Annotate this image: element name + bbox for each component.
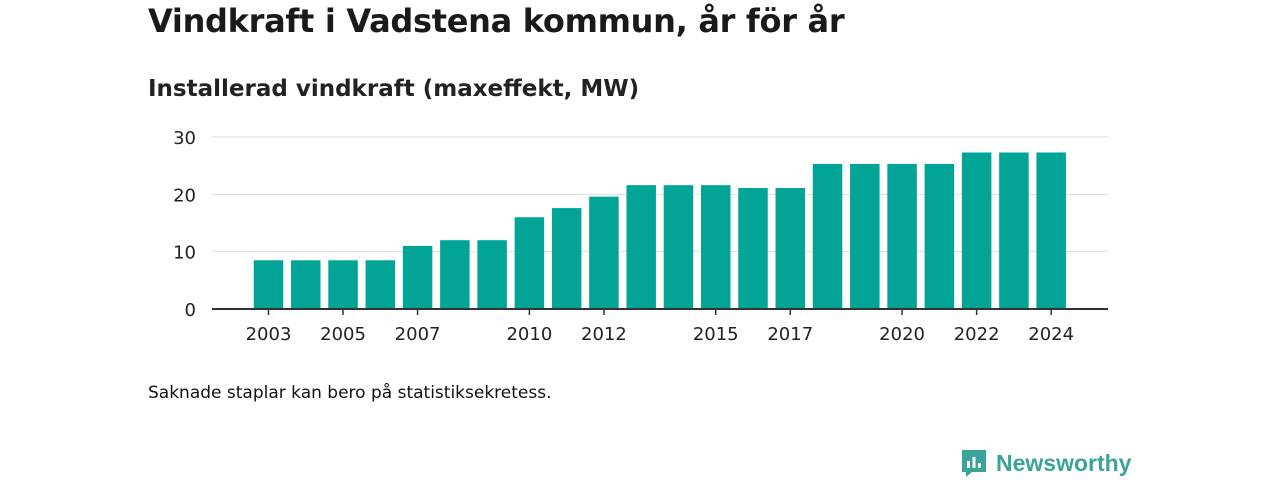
bar — [738, 188, 768, 309]
chart-subtitle: Installerad vindkraft (maxeffekt, MW) — [148, 76, 640, 102]
brand-name: Newsworthy — [996, 449, 1132, 476]
bar — [924, 163, 955, 309]
bar — [999, 152, 1029, 309]
x-tick-label: 2017 — [767, 324, 813, 345]
bar — [850, 163, 880, 309]
chart-title: Vindkraft i Vadstena kommun, år för år — [148, 2, 845, 40]
bar — [402, 245, 433, 309]
x-tick-label: 2003 — [246, 324, 292, 345]
bar — [775, 188, 806, 309]
x-tick-label: 2020 — [879, 324, 925, 345]
x-tick-label: 2005 — [320, 324, 366, 345]
bar — [887, 163, 917, 309]
bar — [700, 185, 731, 309]
bar — [812, 163, 843, 309]
x-tick-label: 2012 — [581, 324, 627, 345]
bar — [626, 185, 656, 309]
bar — [589, 196, 619, 309]
newsworthy-logo-icon — [962, 450, 986, 477]
y-tick-label: 30 — [173, 128, 196, 149]
bar — [961, 152, 992, 309]
footnote: Saknade staplar kan bero på statistiksek… — [148, 383, 552, 403]
brand-logo: Newsworthy — [960, 446, 1131, 480]
x-tick-label: 2007 — [395, 324, 441, 345]
y-tick-label: 0 — [185, 300, 196, 321]
x-tick-label: 2024 — [1028, 324, 1074, 345]
x-tick-label: 2015 — [693, 324, 739, 345]
bar — [514, 217, 545, 309]
bar — [663, 185, 694, 309]
bar — [365, 260, 396, 309]
y-tick-label: 10 — [173, 243, 196, 264]
bar-chart: 0 10 20 30 2003 2005 2007 2010 2012 2015 2017 2020 2… — [173, 128, 1108, 345]
bar — [291, 260, 321, 309]
bar — [440, 240, 470, 309]
bar — [253, 260, 284, 309]
bar — [477, 240, 507, 309]
x-tick-label: 2022 — [954, 324, 1000, 345]
bar — [328, 260, 358, 309]
x-tick-label: 2010 — [506, 324, 552, 345]
bar — [1036, 152, 1066, 309]
bar — [551, 208, 582, 309]
y-tick-label: 20 — [173, 185, 196, 206]
